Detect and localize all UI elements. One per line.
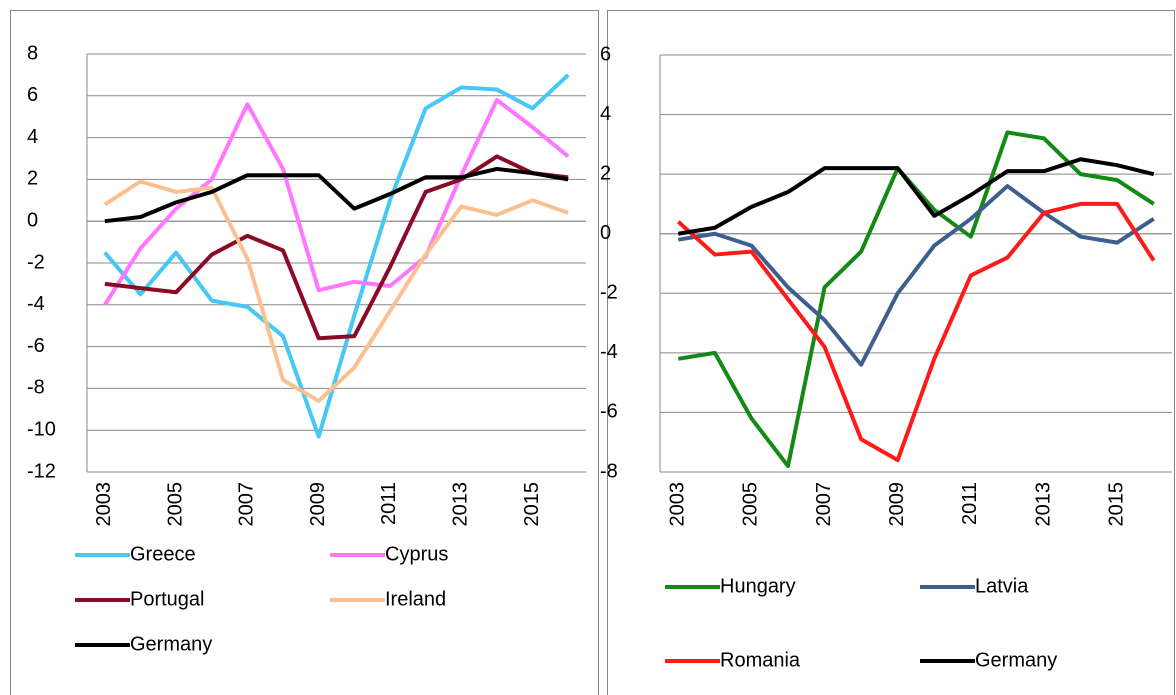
legend-label: Ireland bbox=[385, 588, 446, 610]
x-tick-label: 2009 bbox=[886, 482, 908, 527]
legend-label: Romania bbox=[720, 649, 801, 671]
panel-border bbox=[607, 10, 1175, 695]
x-tick-label: 2003 bbox=[667, 482, 689, 527]
y-tick-label: 6 bbox=[27, 84, 38, 106]
x-tick-label: 2005 bbox=[164, 482, 186, 527]
series-line bbox=[104, 166, 569, 224]
series-line bbox=[677, 130, 1155, 469]
y-tick-label: -6 bbox=[600, 401, 618, 423]
y-tick-label: 2 bbox=[27, 168, 38, 190]
y-tick-label: -8 bbox=[600, 460, 618, 482]
x-tick-label: 2005 bbox=[740, 482, 762, 527]
y-tick-label: -8 bbox=[27, 377, 45, 399]
x-tick-label: 2007 bbox=[236, 482, 258, 527]
legend-label: Latvia bbox=[975, 575, 1029, 597]
y-tick-label: -2 bbox=[600, 282, 618, 304]
legend-label: Greece bbox=[130, 543, 196, 565]
series-line bbox=[103, 97, 570, 306]
x-tick-label: 2015 bbox=[521, 482, 543, 527]
x-tick-label: 2011 bbox=[378, 482, 400, 525]
y-tick-label: -10 bbox=[27, 418, 56, 440]
y-tick-label: 4 bbox=[27, 126, 38, 148]
y-tick-label: -2 bbox=[27, 251, 45, 273]
y-tick-label: -6 bbox=[27, 335, 45, 357]
y-tick-label: 0 bbox=[27, 209, 38, 231]
x-tick-label: 2011 bbox=[959, 482, 981, 525]
x-tick-label: 2013 bbox=[450, 482, 472, 527]
x-tick-label: 2003 bbox=[93, 482, 115, 527]
x-tick-label: 2009 bbox=[307, 482, 329, 527]
x-tick-label: 2007 bbox=[813, 482, 835, 527]
series-line bbox=[103, 73, 570, 439]
legend-label: Germany bbox=[130, 633, 212, 655]
series-line bbox=[104, 154, 569, 341]
y-tick-label: -12 bbox=[27, 460, 56, 482]
y-tick-label: 2 bbox=[600, 162, 611, 184]
y-tick-label: 4 bbox=[600, 103, 611, 125]
legend-label: Cyprus bbox=[385, 543, 448, 565]
y-tick-label: 6 bbox=[600, 43, 611, 65]
series-line bbox=[103, 179, 569, 403]
y-tick-label: -4 bbox=[600, 341, 618, 363]
x-tick-label: 2013 bbox=[1032, 482, 1054, 527]
legend-label: Portugal bbox=[130, 588, 205, 610]
legend-label: Hungary bbox=[720, 575, 796, 597]
y-tick-label: 0 bbox=[600, 222, 611, 244]
series-line bbox=[676, 201, 1156, 463]
series-line bbox=[677, 184, 1155, 367]
x-tick-label: 2015 bbox=[1105, 482, 1127, 527]
y-tick-label: 8 bbox=[27, 42, 38, 64]
legend-label: Germany bbox=[975, 649, 1057, 671]
panel-border bbox=[10, 10, 599, 695]
y-tick-label: -4 bbox=[27, 293, 45, 315]
series-line bbox=[677, 157, 1155, 236]
